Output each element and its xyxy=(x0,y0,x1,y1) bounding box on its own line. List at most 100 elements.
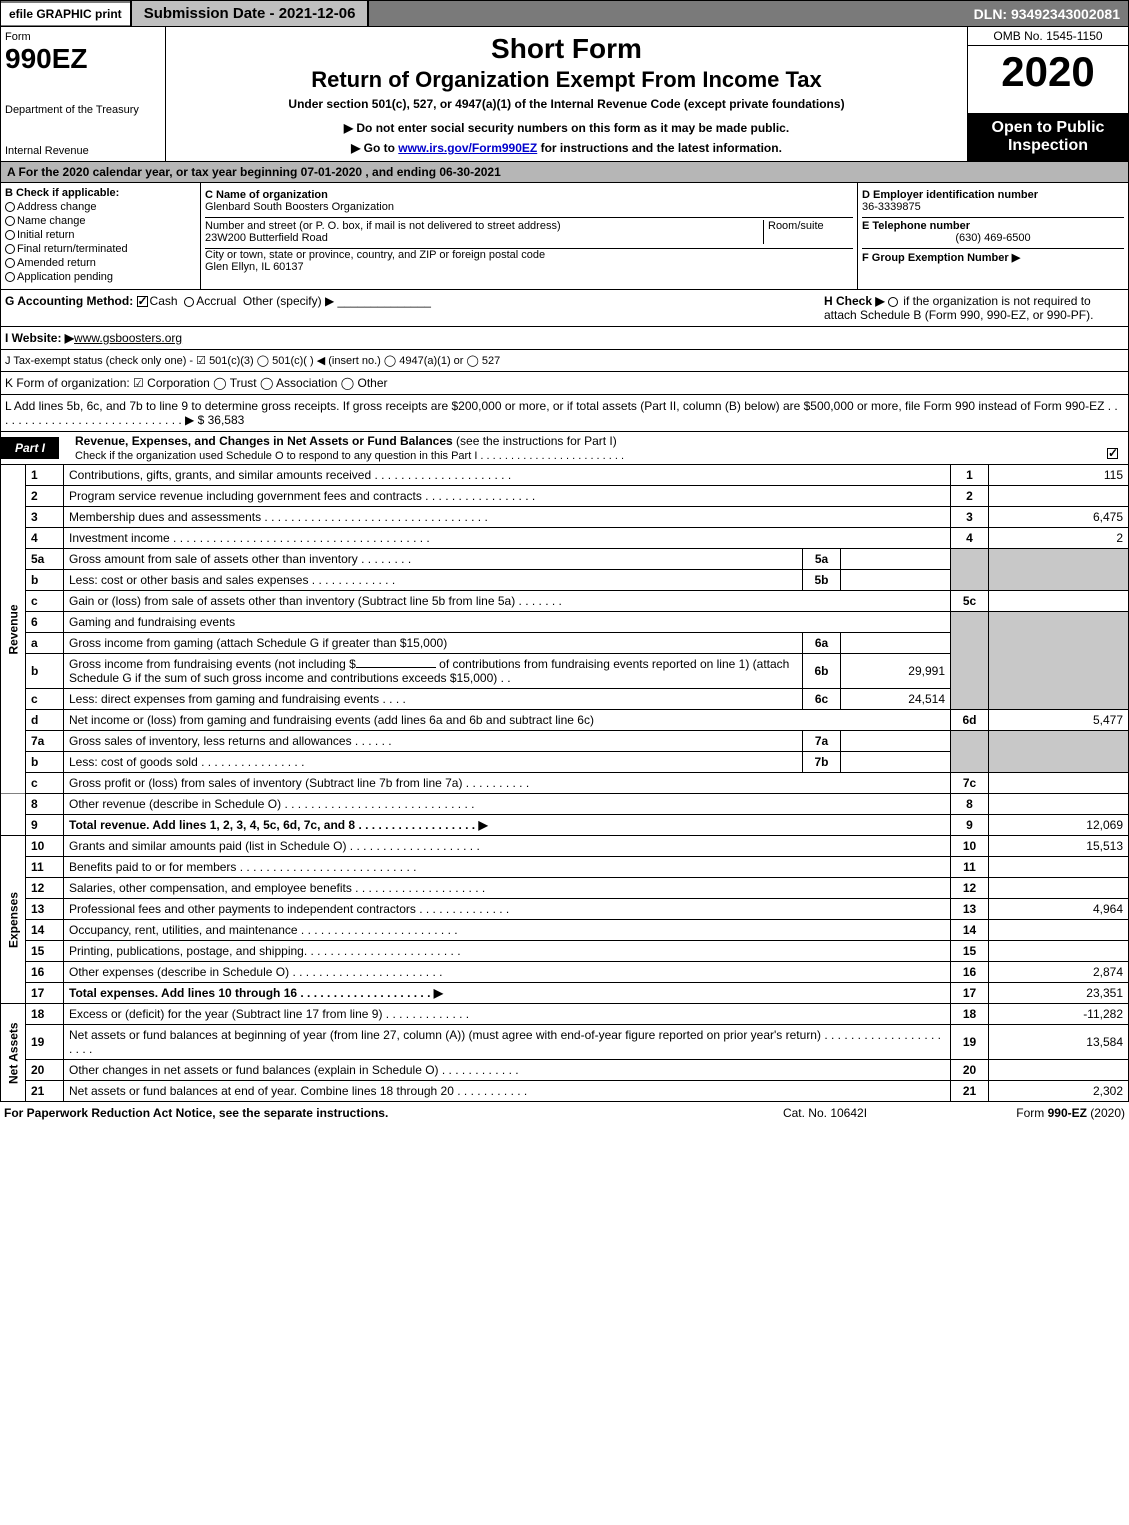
line-8-desc: Other revenue (describe in Schedule O) .… xyxy=(64,794,951,815)
part-1-table: Revenue 1 Contributions, gifts, grants, … xyxy=(0,465,1129,1102)
check-b-column: B Check if applicable: Address change Na… xyxy=(1,183,201,289)
line-3-desc: Membership dues and assessments . . . . … xyxy=(64,507,951,528)
line-1-val: 115 xyxy=(989,465,1129,486)
line-15-num: 15 xyxy=(26,941,64,962)
chk-schedule-b[interactable] xyxy=(888,297,898,307)
line-6c-desc: Less: direct expenses from gaming and fu… xyxy=(64,689,803,710)
line-19-colno: 19 xyxy=(951,1025,989,1060)
line-17-colno: 17 xyxy=(951,983,989,1004)
grey-5 xyxy=(951,549,989,591)
line-4-val: 2 xyxy=(989,528,1129,549)
line-6d-colno: 6d xyxy=(951,710,989,731)
chk-app-pending[interactable]: Application pending xyxy=(5,271,196,283)
dln-label: DLN: 93492343002081 xyxy=(966,2,1128,26)
line-18-num: 18 xyxy=(26,1004,64,1025)
line-5a-subval xyxy=(841,549,951,570)
line-2-val xyxy=(989,486,1129,507)
line-7c-num: c xyxy=(26,773,64,794)
chk-initial-return[interactable]: Initial return xyxy=(5,229,196,241)
row-g-h: G Accounting Method: Cash Accrual Other … xyxy=(0,290,1129,327)
line-12-num: 12 xyxy=(26,878,64,899)
line-6a-subno: 6a xyxy=(803,633,841,654)
line-5b-subval xyxy=(841,570,951,591)
line-7b-num: b xyxy=(26,752,64,773)
sidelabel-net-assets: Net Assets xyxy=(1,1004,26,1102)
efile-label: efile GRAPHIC print xyxy=(1,3,130,25)
line-10-num: 10 xyxy=(26,836,64,857)
d-ein-value: 36-3339875 xyxy=(862,201,1124,213)
dept-irs: Internal Revenue xyxy=(5,145,161,157)
line-8-colno: 8 xyxy=(951,794,989,815)
line-16-desc: Other expenses (describe in Schedule O) … xyxy=(64,962,951,983)
irs-link[interactable]: www.irs.gov/Form990EZ xyxy=(398,141,537,155)
line-8-num: 8 xyxy=(26,794,64,815)
address-label: Number and street (or P. O. box, if mail… xyxy=(205,220,763,232)
line-12-desc: Salaries, other compensation, and employ… xyxy=(64,878,951,899)
line-7b-subval xyxy=(841,752,951,773)
line-13-num: 13 xyxy=(26,899,64,920)
line-20-val xyxy=(989,1060,1129,1081)
e-phone-label: E Telephone number xyxy=(862,220,1124,232)
line-7a-subno: 7a xyxy=(803,731,841,752)
line-2-colno: 2 xyxy=(951,486,989,507)
c-name-value: Glenbard South Boosters Organization xyxy=(205,201,853,213)
chk-amended[interactable]: Amended return xyxy=(5,257,196,269)
line-13-val: 4,964 xyxy=(989,899,1129,920)
sidelabel-revenue: Revenue xyxy=(1,465,26,794)
d-ein-label: D Employer identification number xyxy=(862,189,1124,201)
line-16-colno: 16 xyxy=(951,962,989,983)
line-5c-num: c xyxy=(26,591,64,612)
line-6c-num: c xyxy=(26,689,64,710)
open-inspection: Open to Public Inspection xyxy=(968,113,1128,161)
ssn-notice: ▶ Do not enter social security numbers o… xyxy=(172,121,961,135)
line-14-colno: 14 xyxy=(951,920,989,941)
line-14-num: 14 xyxy=(26,920,64,941)
line-6d-desc: Net income or (loss) from gaming and fun… xyxy=(64,710,951,731)
footer-center: Cat. No. 10642I xyxy=(725,1106,925,1120)
line-11-num: 11 xyxy=(26,857,64,878)
line-19-num: 19 xyxy=(26,1025,64,1060)
line-7a-num: 7a xyxy=(26,731,64,752)
row-l-gross-receipts: L Add lines 5b, 6c, and 7b to line 9 to … xyxy=(0,395,1129,432)
notice2-pre: ▶ Go to xyxy=(351,141,398,155)
grey-6 xyxy=(951,612,989,710)
footer-left: For Paperwork Reduction Act Notice, see … xyxy=(4,1106,725,1120)
row-i-website: I Website: ▶www.gsboosters.org xyxy=(0,327,1129,350)
check-b-header: B Check if applicable: xyxy=(5,187,196,199)
line-14-desc: Occupancy, rent, utilities, and maintena… xyxy=(64,920,951,941)
line-15-colno: 15 xyxy=(951,941,989,962)
line-6b-desc: Gross income from fundraising events (no… xyxy=(64,654,803,689)
c-name-label: C Name of organization xyxy=(205,189,853,201)
instructions-notice: ▶ Go to www.irs.gov/Form990EZ for instru… xyxy=(172,141,961,155)
line-8-val xyxy=(989,794,1129,815)
line-15-desc: Printing, publications, postage, and shi… xyxy=(64,941,951,962)
line-21-val: 2,302 xyxy=(989,1081,1129,1102)
grey-7 xyxy=(951,731,989,773)
line-18-colno: 18 xyxy=(951,1004,989,1025)
line-6-desc: Gaming and fundraising events xyxy=(64,612,951,633)
g-accounting: G Accounting Method: Cash Accrual Other … xyxy=(5,294,824,322)
chk-address-change[interactable]: Address change xyxy=(5,201,196,213)
l-value: 36,583 xyxy=(208,413,245,427)
chk-schedule-o[interactable] xyxy=(1107,448,1118,459)
line-6d-val: 5,477 xyxy=(989,710,1129,731)
line-11-desc: Benefits paid to or for members . . . . … xyxy=(64,857,951,878)
line-5c-colno: 5c xyxy=(951,591,989,612)
line-12-val xyxy=(989,878,1129,899)
line-6a-subval xyxy=(841,633,951,654)
line-3-num: 3 xyxy=(26,507,64,528)
line-16-val: 2,874 xyxy=(989,962,1129,983)
chk-cash[interactable] xyxy=(137,296,148,307)
chk-accrual[interactable] xyxy=(184,297,194,307)
line-20-desc: Other changes in net assets or fund bala… xyxy=(64,1060,951,1081)
right-info-column: D Employer identification number 36-3339… xyxy=(858,183,1128,289)
line-5b-subno: 5b xyxy=(803,570,841,591)
line-9-desc: Total revenue. Add lines 1, 2, 3, 4, 5c,… xyxy=(64,815,951,836)
line-6b-subval: 29,991 xyxy=(841,654,951,689)
chk-name-change[interactable]: Name change xyxy=(5,215,196,227)
line-6c-subval: 24,514 xyxy=(841,689,951,710)
chk-final-return[interactable]: Final return/terminated xyxy=(5,243,196,255)
room-suite-label: Room/suite xyxy=(763,220,853,244)
line-9-val: 12,069 xyxy=(989,815,1129,836)
city-label: City or town, state or province, country… xyxy=(205,249,853,261)
